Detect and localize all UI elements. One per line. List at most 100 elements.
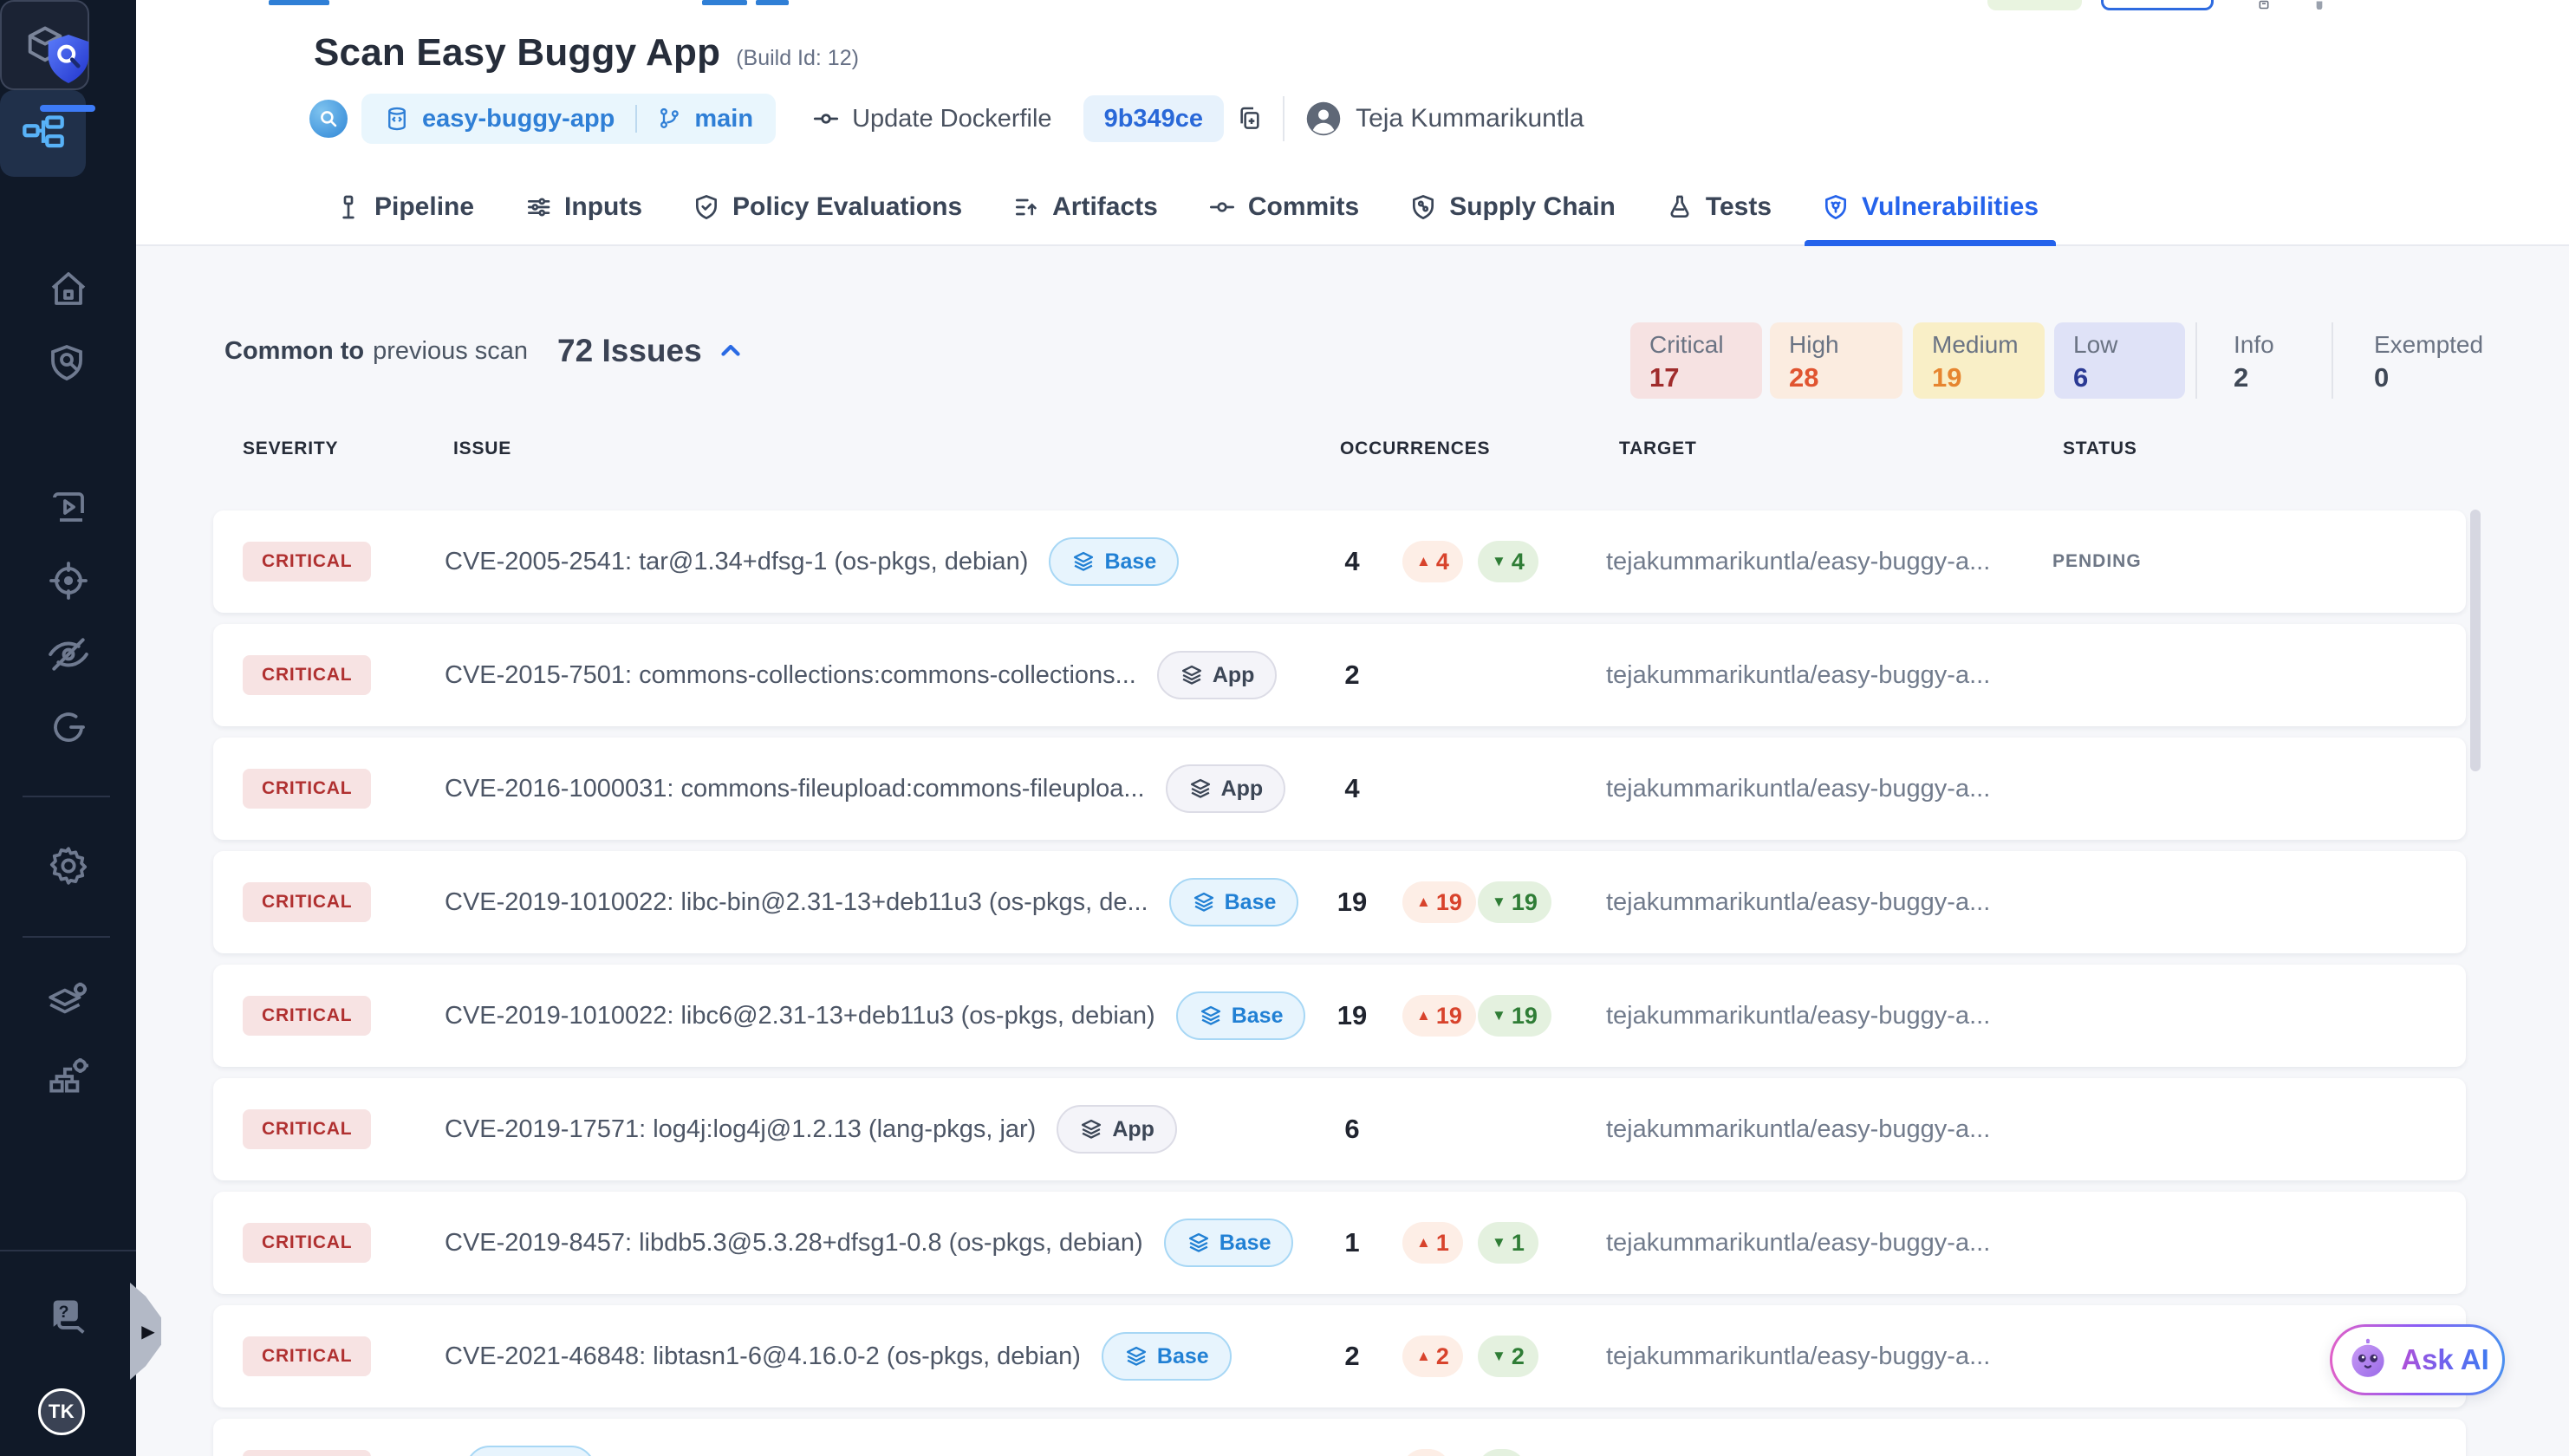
- layers-icon: [1188, 1232, 1208, 1252]
- layer-tag: Base: [1101, 1332, 1232, 1381]
- issue-cell: CVE-2016-1000031: commons-fileupload:com…: [445, 738, 1286, 840]
- commit-sha: 9b349ce: [1103, 104, 1204, 133]
- tab-supply-chain[interactable]: Supply Chain: [1408, 192, 1617, 244]
- sidebar-section-divider: [0, 1250, 136, 1251]
- issue-row[interactable]: CRITICAL CVE-2019-1010022: libc6@2.31-13…: [213, 965, 2466, 1067]
- repo-branch-chip[interactable]: easy-buggy-app main: [361, 94, 777, 144]
- target-text: tejakummarikuntla/easy-buggy-a...: [1606, 1228, 1991, 1257]
- sidebar-item-home[interactable]: [0, 269, 136, 310]
- occurrences-count: 6: [1344, 1114, 1360, 1144]
- clipped-link-fragment[interactable]: [269, 0, 329, 5]
- issue-title: CVE-2005-2541: tar@1.34+dfsg-1 (os-pkgs,…: [445, 547, 1029, 575]
- severity-badge: CRITICAL: [243, 542, 372, 582]
- triangle-up-icon: ▲: [1416, 1007, 1431, 1024]
- tab-tests[interactable]: Tests: [1664, 192, 1773, 244]
- sidebar-divider: [23, 936, 110, 938]
- user-avatar[interactable]: TK: [38, 1388, 85, 1435]
- clipped-link-fragment[interactable]: [702, 0, 747, 5]
- sidebar-item-infra-settings[interactable]: [0, 1055, 136, 1098]
- severity-badge: CRITICAL: [243, 1450, 372, 1456]
- sidebar-item-support-chat[interactable]: ?: [0, 1295, 136, 1340]
- status-text: PENDING: [2052, 551, 2142, 571]
- vertical-scrollbar[interactable]: [2470, 510, 2481, 771]
- target-text: tejakummarikuntla/easy-buggy-a...: [1606, 547, 1991, 575]
- svg-text:?: ?: [58, 1303, 68, 1322]
- issue-row[interactable]: CRITICAL CVE-2015-7501: commons-collecti…: [213, 624, 2466, 726]
- decrease-value: 2: [1511, 1342, 1525, 1369]
- tab-label: Policy Evaluations: [732, 192, 963, 221]
- occurrences-count: 19: [1337, 1000, 1368, 1030]
- chip-info[interactable]: Info 2: [2215, 322, 2319, 399]
- issue-row[interactable]: CRITICAL CVE-2019-8457: libdb5.3@5.3.28+…: [213, 1192, 2466, 1294]
- triangle-up-icon: ▲: [1416, 1348, 1431, 1364]
- issue-cell: CVE-2005-2541: tar@1.34+dfsg-1 (os-pkgs,…: [445, 510, 1180, 613]
- issue-row[interactable]: CRITICAL CVE-2019-17571: log4j:log4j@1.2…: [213, 1078, 2466, 1180]
- target-icon: [49, 562, 88, 600]
- layer-tag-label: App: [1212, 662, 1255, 687]
- issue-row[interactable]: CRITICAL CVE-2016-1000031: commons-fileu…: [213, 738, 2466, 840]
- sidebar-item-hidden[interactable]: [0, 633, 136, 676]
- tab-policy-evaluations[interactable]: Policy Evaluations: [691, 192, 964, 244]
- issue-row[interactable]: CRITICAL CVE-2021-46848: libtasn1-6@4.16…: [213, 1305, 2466, 1407]
- sidebar-item-sessions[interactable]: [0, 706, 136, 748]
- sidebar-item-pipelines-active[interactable]: [0, 90, 86, 177]
- ask-ai-button[interactable]: Ask AI: [2330, 1324, 2505, 1395]
- chip-label: Low: [2073, 331, 2118, 358]
- layer-tag-label: Base: [1156, 1343, 1209, 1368]
- clipped-outline-button[interactable]: [2101, 0, 2214, 10]
- issue-row[interactable]: CRITICAL CVE-2019-1010022: libc-bin@2.31…: [213, 851, 2466, 953]
- tab-vulnerabilities[interactable]: Vulnerabilities: [1805, 192, 2056, 246]
- occurrences-count: 4: [1344, 773, 1360, 803]
- clipped-printer-icon[interactable]: [2257, 0, 2271, 10]
- copy-sha-button[interactable]: [1236, 105, 1264, 133]
- increase-value: 2: [1435, 1342, 1449, 1369]
- clipped-bell-icon[interactable]: [2312, 0, 2326, 10]
- issue-row[interactable]: CRITICAL CVE-2005-2541: tar@1.34+dfsg-1 …: [213, 510, 2466, 613]
- layers-icon: [1126, 1346, 1147, 1366]
- chip-exempted[interactable]: Exempted 0: [2355, 322, 2502, 399]
- git-commit-icon: [813, 114, 839, 124]
- layer-tag-label: App: [1112, 1116, 1154, 1141]
- decrease-value: 1: [1511, 1229, 1525, 1256]
- issue-title: CVE-2021-46848: libtasn1-6@4.16.0-2 (os-…: [445, 1342, 1081, 1370]
- clipped-green-badge[interactable]: [1987, 0, 2082, 10]
- sidebar-item-layer-settings[interactable]: [0, 979, 136, 1023]
- issues-summary: Common to previous scan 72 Issues: [224, 333, 745, 369]
- sidebar-item-settings[interactable]: [0, 844, 136, 887]
- tab-commits[interactable]: Commits: [1206, 192, 1361, 244]
- occurrences-decrease: ▼ 19: [1478, 995, 1551, 1037]
- chip-low[interactable]: Low 6: [2054, 322, 2185, 399]
- brand-logo[interactable]: [0, 31, 136, 87]
- commit-sha-chip[interactable]: 9b349ce: [1083, 95, 1225, 142]
- tab-artifacts[interactable]: Artifacts: [1011, 192, 1160, 244]
- tab-inputs[interactable]: Inputs: [523, 192, 644, 244]
- database-icon: [388, 107, 406, 131]
- pipeline-flow-icon: [22, 115, 64, 148]
- sidebar-item-scans[interactable]: [0, 341, 136, 383]
- eye-off-icon: [48, 638, 88, 671]
- chip-high[interactable]: High 28: [1770, 322, 1902, 399]
- tab-pipeline[interactable]: Pipeline: [333, 192, 476, 244]
- triangle-up-icon: ▲: [1416, 553, 1431, 569]
- collapse-section-button[interactable]: [716, 336, 745, 366]
- occurrences-decrease: ▼ 1: [1478, 1222, 1538, 1264]
- triangle-down-icon: ▼: [1492, 1007, 1506, 1024]
- issue-cell: Base: [445, 1419, 595, 1456]
- triangle-up-icon: ▲: [1416, 894, 1431, 910]
- chip-count: 17: [1649, 362, 1680, 393]
- power-circle-icon: [53, 712, 85, 742]
- chip-critical[interactable]: Critical 17: [1630, 322, 1762, 399]
- sidebar-item-runs[interactable]: [0, 487, 136, 529]
- occurrences-count: 4: [1344, 546, 1360, 576]
- sidebar-item-targets[interactable]: [0, 560, 136, 601]
- decrease-value: 4: [1511, 548, 1525, 575]
- chip-label: Exempted: [2374, 331, 2484, 358]
- page-title: Scan Easy Buggy App: [314, 31, 721, 74]
- clipped-link-fragment[interactable]: [756, 0, 789, 5]
- chip-medium[interactable]: Medium 19: [1913, 322, 2045, 399]
- issue-row[interactable]: CRITICAL Base ▲ ▼: [213, 1419, 2466, 1456]
- chip-divider: [635, 105, 638, 133]
- issue-cell: CVE-2019-1010022: libc6@2.31-13+deb11u3 …: [445, 965, 1306, 1067]
- chat-question-icon: ?: [51, 1300, 85, 1334]
